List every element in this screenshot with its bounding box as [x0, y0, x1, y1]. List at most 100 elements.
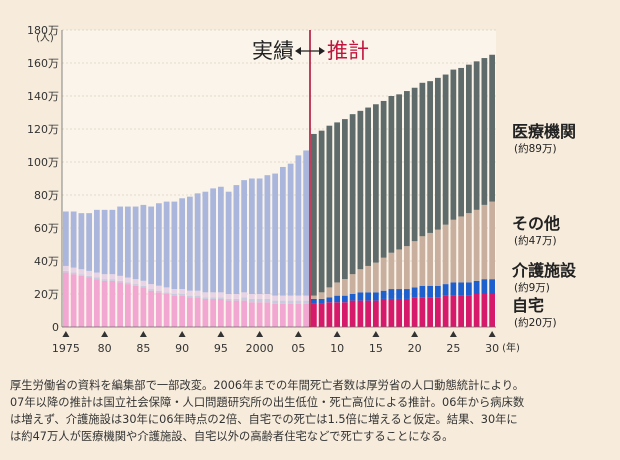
- bar-segment: [156, 292, 162, 327]
- bar-segment: [132, 285, 139, 327]
- bar-segment: [303, 300, 309, 304]
- x-tick-label: 10: [330, 342, 344, 355]
- bar-segment: [473, 294, 480, 327]
- bar-segment: [140, 280, 147, 286]
- bar-segment: [225, 300, 232, 327]
- bar-segment: [396, 289, 402, 299]
- bar-segment: [373, 300, 379, 327]
- bar-segment: [202, 297, 209, 299]
- bar-segment: [435, 229, 441, 286]
- bar-segment: [264, 298, 271, 303]
- bar-segment: [272, 173, 278, 296]
- stacked-bar-chart: 0 20万 40万 60万 80万 100万 120万 140万 160万 180万(人) 実績 推計…: [27, 24, 577, 355]
- bar-segment: [342, 279, 348, 296]
- bar-segment: [442, 74, 449, 225]
- bar-segment: [404, 91, 410, 247]
- bar-segment: [140, 204, 147, 281]
- bar-segment: [365, 265, 371, 293]
- bar-segment: [357, 110, 364, 270]
- y-tick-label: 20万: [34, 288, 59, 301]
- bar-segment: [132, 284, 139, 286]
- arrow-head-right: [319, 47, 325, 55]
- x-tick-marker: [333, 331, 341, 337]
- y-unit-label: (人): [36, 32, 54, 44]
- bar-segment: [489, 279, 495, 294]
- bar-segment: [388, 289, 395, 299]
- bar-segment: [117, 280, 123, 283]
- y-tick-label: 180万: [27, 24, 59, 37]
- bar-segment: [140, 285, 147, 288]
- bar-segment: [194, 297, 201, 327]
- bar-segment: [349, 300, 356, 327]
- bar-segment: [249, 294, 255, 299]
- bar-segment: [194, 290, 201, 296]
- y-tick-label: 0: [52, 321, 59, 334]
- bar-segment: [489, 54, 495, 202]
- x-tick-marker: [449, 331, 457, 337]
- bar-segment: [303, 150, 309, 296]
- bar-segment: [256, 294, 263, 299]
- bar-segment: [334, 122, 340, 283]
- bar-segment: [318, 130, 325, 293]
- bar-segment: [187, 196, 193, 291]
- bar-segment: [163, 292, 170, 294]
- bar-segment: [349, 114, 356, 275]
- bar-segment: [326, 287, 333, 298]
- bar-segment: [318, 303, 325, 327]
- bar-segment: [342, 302, 348, 327]
- x-tick-label: 90: [175, 342, 189, 355]
- bar-segment: [404, 246, 410, 290]
- bar-segment: [125, 277, 131, 283]
- bar-segment: [388, 96, 395, 253]
- bar-segment: [171, 294, 178, 296]
- y-tick-label: 60万: [34, 222, 59, 235]
- bar-segment: [342, 295, 348, 303]
- bar-segment: [70, 211, 77, 268]
- bar-segment: [272, 295, 278, 301]
- bar-segment: [94, 279, 100, 327]
- x-tick-label: 1975: [52, 342, 80, 355]
- bar-segment: [466, 64, 472, 214]
- bar-segment: [311, 295, 317, 299]
- bar-segment: [427, 232, 433, 286]
- bar-segment: [466, 282, 472, 296]
- bar-segment: [458, 216, 464, 283]
- bar-segment: [249, 302, 255, 327]
- bar-segment: [404, 289, 410, 299]
- series-sublabel: (約9万): [514, 281, 550, 294]
- bar-segment: [280, 295, 286, 301]
- bar-segment: [225, 298, 232, 301]
- bar-segment: [458, 282, 464, 296]
- bar-segment: [256, 302, 263, 327]
- bar-segment: [373, 292, 379, 301]
- bar-segment: [179, 294, 185, 296]
- bar-segment: [210, 188, 216, 293]
- bar-segment: [365, 300, 371, 327]
- bar-segment: [70, 267, 77, 273]
- series-label: 医療機関: [512, 122, 576, 141]
- bar-segment: [63, 211, 69, 266]
- bar-segment: [210, 297, 216, 299]
- bar-segment: [295, 155, 302, 296]
- bar-segment: [171, 201, 178, 290]
- bar-segment: [349, 274, 356, 294]
- bar-segment: [419, 297, 426, 327]
- bar-segment: [450, 219, 457, 283]
- bar-segment: [125, 282, 131, 285]
- bar-segment: [233, 298, 240, 301]
- bar-segment: [101, 280, 108, 327]
- bar-segment: [342, 119, 348, 280]
- bar-segment: [404, 298, 410, 327]
- bar-segment: [101, 209, 108, 275]
- bar-segment: [466, 213, 472, 283]
- bar-segment: [427, 81, 433, 233]
- caption: 厚生労働省の資料を編集部で一部改変。2006年までの年間死亡者数は厚労省の人口動…: [10, 377, 612, 445]
- bar-segment: [101, 279, 108, 281]
- bar-segment: [256, 298, 263, 303]
- bar-segment: [94, 272, 100, 278]
- bar-segment: [427, 285, 433, 298]
- bar-segment: [63, 272, 69, 327]
- series-sublabel: (約47万): [514, 234, 557, 247]
- x-tick-marker: [488, 331, 496, 337]
- bar-segment: [396, 249, 402, 290]
